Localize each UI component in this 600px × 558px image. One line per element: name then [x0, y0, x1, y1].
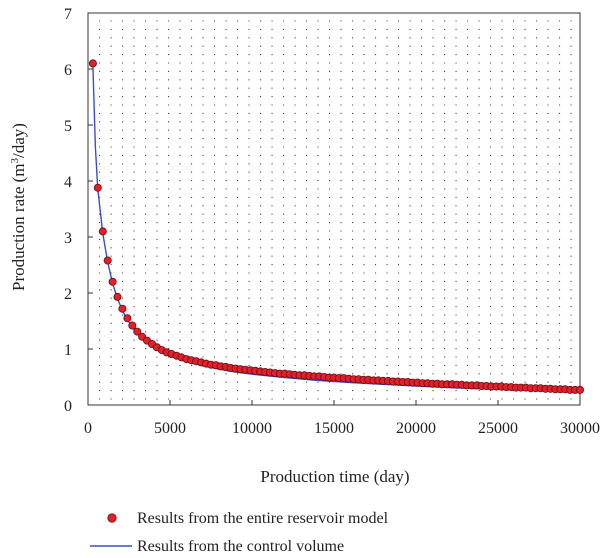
y-tick-label: 7 — [64, 6, 72, 23]
reservoir-data-point — [118, 304, 127, 313]
y-axis-title: Production rate (m3/day) — [9, 123, 28, 291]
reservoir-data-point — [103, 256, 112, 265]
grid-dots — [99, 20, 572, 400]
y-tick-label: 6 — [64, 62, 72, 79]
y-tick-label: 1 — [64, 342, 72, 359]
y-tick-label: 4 — [64, 174, 72, 191]
points-layer — [88, 59, 585, 394]
y-tick-label: 3 — [64, 230, 72, 247]
reservoir-data-point — [128, 321, 137, 330]
control-volume-line — [92, 66, 581, 393]
x-tick-label: 20000 — [396, 420, 436, 437]
legend: Results from the entire reservoir model … — [90, 510, 389, 555]
grid-layer — [99, 20, 572, 400]
line-layer — [92, 66, 581, 393]
y-tick-label: 5 — [64, 118, 72, 135]
reservoir-data-point — [113, 292, 122, 301]
x-tick-label: 25000 — [478, 420, 518, 437]
ticks-layer: 0 5000 10000 15000 20000 25000 30000 0 1 2 3 4 5 6 7 — [64, 6, 600, 437]
x-tick-label: 5000 — [154, 420, 186, 437]
legend-label-points: Results from the entire reservoir model — [137, 510, 389, 527]
reservoir-data-point — [108, 277, 117, 286]
legend-marker-points — [107, 513, 117, 523]
reservoir-data-point — [88, 59, 97, 68]
x-tick-label: 15000 — [314, 420, 354, 437]
x-axis-title: Production time (day) — [260, 467, 409, 486]
reservoir-data-point — [93, 183, 102, 192]
reservoir-data-point — [133, 327, 142, 336]
y-tick-label: 2 — [64, 286, 72, 303]
y-axis-title-tail: /day) — [9, 123, 28, 158]
y-tick-label: 0 — [64, 398, 72, 415]
x-tick-label: 30000 — [560, 420, 600, 437]
reservoir-data-point — [576, 385, 585, 394]
x-tick-label: 0 — [84, 420, 92, 437]
y-axis-title-superscript: 3 — [9, 157, 21, 163]
reservoir-data-point — [123, 314, 132, 323]
x-tick-label: 10000 — [232, 420, 272, 437]
reservoir-data-point — [98, 227, 107, 236]
legend-label-line: Results from the control volume — [137, 538, 344, 555]
y-axis-title-main: Production rate (m — [9, 163, 28, 290]
